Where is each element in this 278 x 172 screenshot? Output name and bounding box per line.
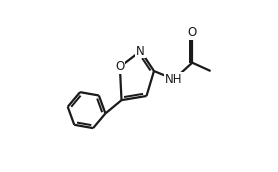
Text: NH: NH: [165, 73, 183, 86]
Text: O: O: [115, 60, 125, 73]
Text: N: N: [136, 45, 145, 58]
Text: O: O: [188, 26, 197, 39]
